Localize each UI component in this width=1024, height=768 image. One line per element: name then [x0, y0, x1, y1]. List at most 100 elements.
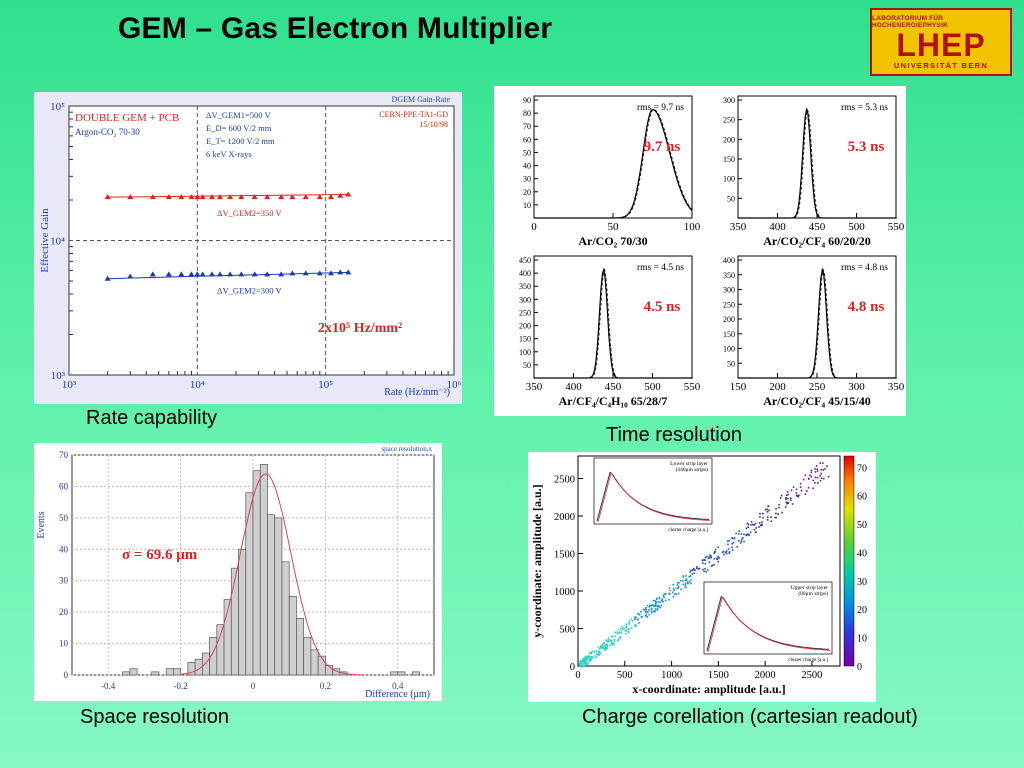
scatter-point [658, 596, 661, 599]
scatter-point [682, 580, 684, 582]
scatter-point [585, 655, 587, 658]
scatter-point [656, 609, 659, 611]
scatter-point [702, 562, 704, 564]
scatter-point [611, 642, 614, 644]
y-tick-label: 90 [523, 96, 531, 105]
scatter-point [787, 497, 789, 500]
scatter-point [680, 579, 682, 582]
scatter-point [754, 522, 757, 525]
data-point [188, 194, 195, 200]
scatter-point [761, 521, 763, 523]
data-point [199, 194, 206, 200]
data-point [227, 194, 234, 200]
scatter-point [673, 589, 676, 591]
y-tick-label: 2500 [554, 475, 575, 486]
scatter-point [696, 567, 698, 570]
scatter-point [682, 575, 685, 577]
scatter-point [702, 568, 704, 571]
scatter-point [579, 665, 582, 668]
scatter-point [804, 493, 807, 495]
scatter-point [581, 665, 583, 668]
y-tick-label: 50 [727, 194, 735, 203]
scatter-point [781, 511, 783, 514]
scatter-point [606, 644, 609, 646]
scatter-point [822, 462, 824, 464]
scatter-point [669, 589, 672, 592]
scatter-point [630, 618, 633, 620]
rms-label: rms = 9.7 ns [637, 103, 684, 113]
scatter-point [758, 522, 761, 524]
data-point [238, 271, 245, 277]
scatter-point [582, 660, 585, 663]
scatter-point [809, 474, 811, 477]
text-right: CERN-PPE-TA1-GD [379, 110, 448, 119]
scatter-point [759, 516, 761, 518]
y-tick-label: 250 [519, 308, 531, 317]
histogram-bar [288, 596, 297, 676]
scatter-point [824, 468, 826, 470]
histogram-bar [310, 649, 319, 676]
rms-big-label: 9.7 ns [644, 139, 681, 155]
inset-xlabel: cluster charge [a.u.] [668, 528, 708, 533]
scatter-point [706, 555, 708, 558]
y-tick-label: 40 [59, 544, 69, 554]
scatter-point [596, 653, 599, 656]
data-point [289, 270, 296, 276]
scatter-point [816, 468, 818, 470]
scatter-point [651, 607, 653, 610]
x-tick-label: 0.4 [392, 681, 404, 691]
scatter-point [784, 506, 787, 508]
data-point [178, 271, 185, 277]
chart-title: space resolution.x [381, 445, 432, 453]
scatter-point [601, 647, 604, 650]
scatter-point [810, 471, 813, 474]
inset-fit [707, 596, 831, 653]
logo-line1: LABORATORIUM FÜR HOCHENERGIEPHYSIK [872, 14, 948, 29]
scatter-point [752, 523, 754, 526]
scatter-point [727, 543, 729, 546]
scatter-point [605, 648, 608, 650]
scatter-point [598, 651, 601, 654]
chart-title: DGEM Gain-Rate [392, 95, 451, 104]
scatter-point [728, 552, 730, 554]
x-tick-label: 500 [617, 670, 633, 681]
charge-correlation-panel: 0 500 1000 1500 2000 2500 0 500 1000 1500 2000 2500… [528, 452, 876, 702]
scatter-point [785, 501, 788, 504]
scatter-point [638, 622, 640, 624]
scatter-point [627, 630, 630, 632]
y-tick-label: 30 [59, 576, 69, 586]
gas-label: Ar/CO₂/CF₄ 45/15/40 [763, 394, 871, 408]
rms-big-label: 4.8 ns [848, 299, 885, 315]
scatter-point [621, 625, 623, 628]
y-tick-label: 450 [519, 256, 531, 265]
histogram-bar [201, 652, 210, 676]
inset-frame [593, 457, 713, 525]
scatter-point [637, 613, 640, 615]
scatter-point [654, 607, 657, 610]
x-tick-label: 0 [575, 670, 580, 681]
scatter-point [708, 556, 711, 558]
scatter-point [690, 582, 692, 585]
scatter-point [740, 542, 742, 544]
data-point [127, 194, 134, 200]
scatter-point [590, 651, 593, 653]
scatter-point [657, 601, 660, 603]
data-point [345, 269, 352, 275]
x-tick-label: -0.4 [101, 681, 116, 691]
x-tick-label: 0 [531, 221, 537, 233]
rms-big-label: 5.3 ns [848, 139, 885, 155]
scatter-point [650, 608, 652, 611]
scatter-point [582, 665, 585, 668]
scatter-point [618, 631, 621, 634]
scatter-point [710, 556, 713, 559]
y-tick-label: 30 [523, 175, 531, 184]
scatter-point [733, 537, 736, 539]
scatter-point [657, 604, 660, 607]
histogram-bar [390, 671, 399, 676]
inset-histogram: Lower strip layer(340μm strips) cluster c… [593, 457, 713, 533]
gas-label: Ar/CO₂/CF₄ 60/20/20 [763, 234, 871, 248]
scatter-point [652, 605, 655, 607]
scatter-point [677, 582, 679, 584]
scatter-point [731, 546, 733, 549]
scatter-point [584, 662, 586, 664]
